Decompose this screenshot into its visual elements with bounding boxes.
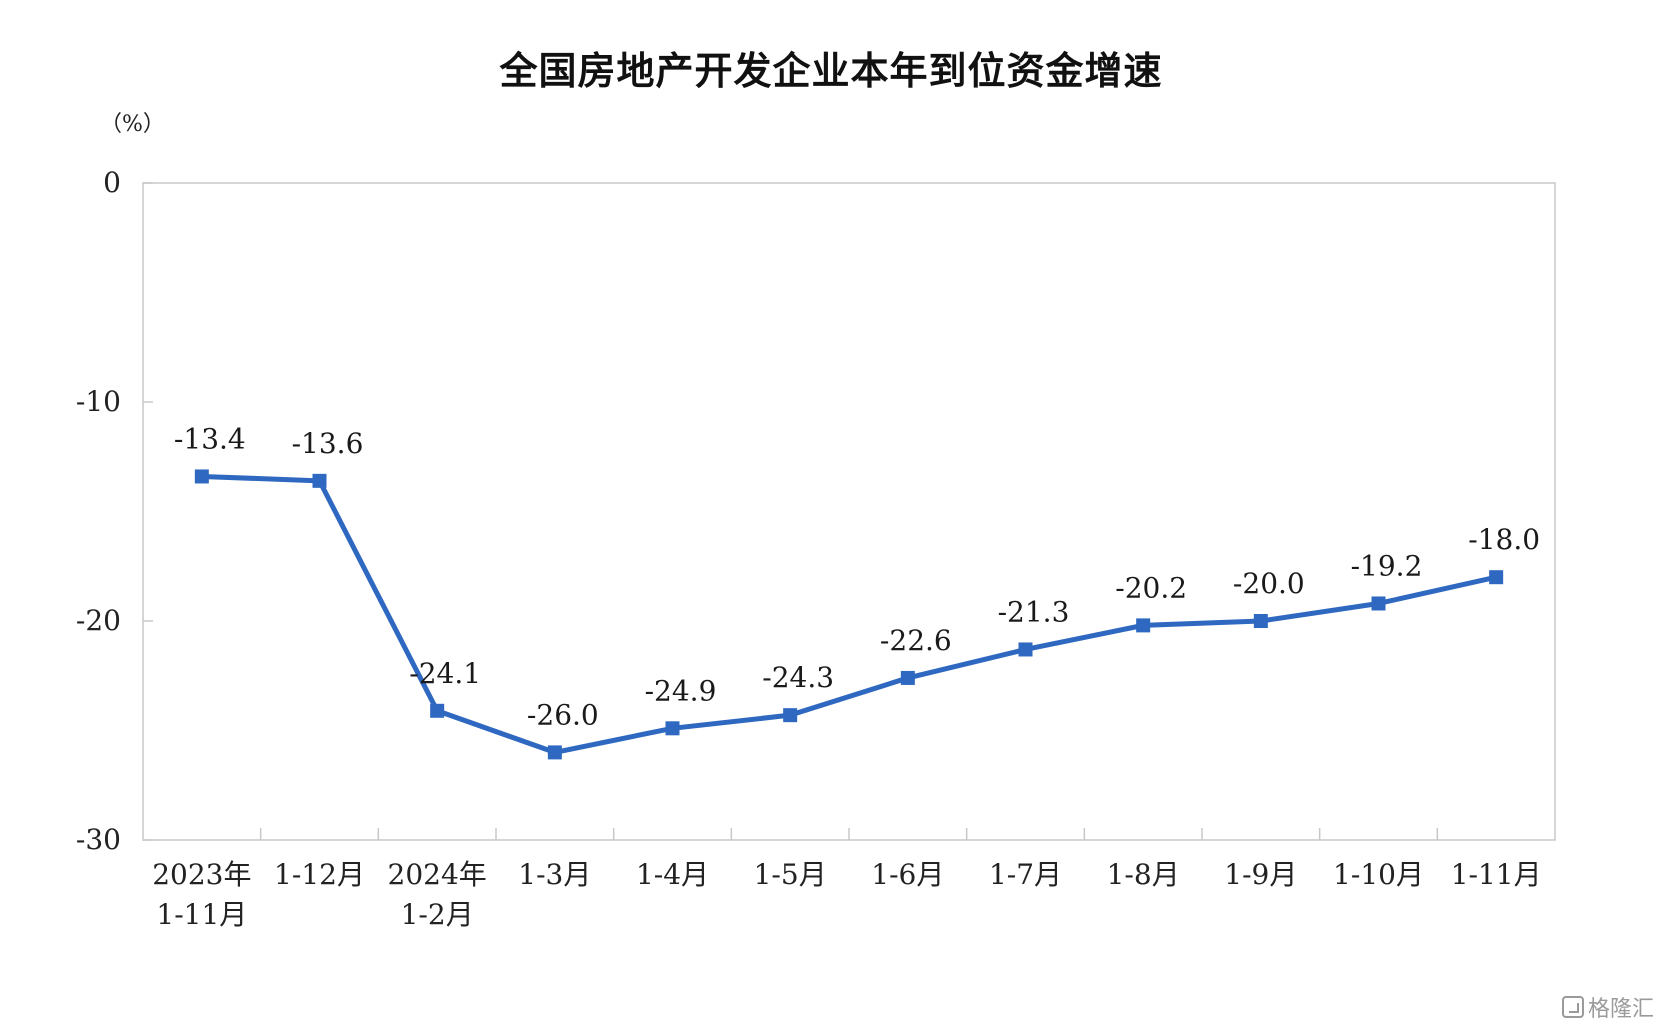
- x-tick-label: 2024年 1-2月: [388, 858, 487, 931]
- data-point-marker: [547, 745, 562, 760]
- data-label: -13.4: [174, 422, 246, 455]
- plot-frame: [142, 182, 1556, 841]
- x-tick-label: 1-9月: [1224, 858, 1297, 891]
- watermark-text: 格隆汇: [1587, 997, 1654, 1022]
- data-label: -26.0: [527, 698, 599, 731]
- data-label: -21.3: [998, 595, 1070, 628]
- data-point-marker: [1253, 614, 1268, 628]
- data-point-marker: [665, 721, 680, 736]
- data-point-marker: [1136, 618, 1151, 633]
- data-point-marker: [430, 703, 445, 718]
- data-point-marker: [1371, 596, 1386, 611]
- y-tick-label: -10: [76, 385, 121, 418]
- data-label: -20.2: [1115, 571, 1187, 604]
- x-tick-label: 1-4月: [636, 858, 709, 891]
- data-point-marker: [1489, 570, 1504, 585]
- data-point-marker: [194, 469, 209, 484]
- data-label: -24.1: [409, 657, 481, 690]
- data-label: -22.6: [880, 624, 952, 657]
- data-label: -19.2: [1351, 549, 1423, 582]
- y-axis-unit-label: （%）: [100, 112, 165, 137]
- data-point-marker: [900, 670, 915, 685]
- x-tick-label: 1-5月: [754, 858, 827, 891]
- y-tick-label: -20: [76, 604, 121, 637]
- data-label: -13.6: [292, 427, 364, 460]
- x-tick-label: 1-11月: [1451, 858, 1542, 891]
- x-tick-label: 1-8月: [1107, 858, 1180, 891]
- chart-title: 全国房地产开发企业本年到位资金增速: [499, 49, 1163, 93]
- data-point-marker: [312, 473, 327, 488]
- x-tick-label: 1-10月: [1333, 858, 1424, 891]
- data-label: -24.9: [645, 674, 717, 707]
- series-line: [199, 473, 1499, 755]
- x-tick-label: 1-6月: [871, 858, 944, 891]
- data-label: -20.0: [1233, 567, 1305, 600]
- gelonghui-logo-icon: [1561, 996, 1584, 1018]
- y-tick-label: -30: [76, 823, 121, 856]
- data-point-marker: [1018, 642, 1033, 657]
- data-label: -24.3: [762, 661, 834, 694]
- watermark: 格隆汇: [1561, 991, 1654, 1023]
- y-tick-label: 0: [103, 166, 121, 199]
- x-tick-label: 1-3月: [518, 858, 591, 891]
- data-point-marker: [783, 708, 798, 723]
- x-tick-label: 1-7月: [989, 858, 1062, 891]
- x-tick-label: 2023年 1-11月: [152, 858, 251, 931]
- data-label: -18.0: [1468, 523, 1540, 556]
- x-tick-label: 1-12月: [274, 858, 365, 891]
